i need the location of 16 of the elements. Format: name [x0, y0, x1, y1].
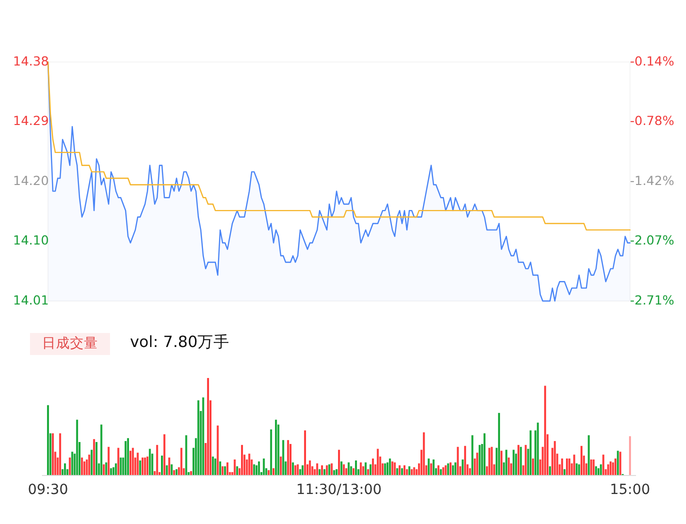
- line-series: [47, 61, 631, 231]
- y2-tick-label: -0.78%: [630, 113, 674, 128]
- y2-tick-label: -2.07%: [630, 232, 674, 248]
- y-tick-label: 14.20: [13, 172, 49, 188]
- y2-tick-label: -2.71%: [630, 292, 674, 308]
- x-tick-label: 11:30/13:00: [296, 482, 382, 498]
- y2-tick-label: -1.42%: [630, 172, 674, 188]
- y-tick-label: 14.10: [13, 232, 49, 248]
- y-tick-label: 14.01: [13, 292, 49, 308]
- text: vol: 7.80万手: [130, 333, 230, 352]
- y-tick-label: 14.29: [13, 113, 49, 128]
- x-tick-label: 15:00: [610, 482, 650, 498]
- y2-tick-label: -0.14%: [630, 53, 674, 68]
- text: 日成交量: [42, 336, 98, 352]
- x-tick-label: 09:30: [28, 482, 68, 498]
- y-tick-label: 14.38: [13, 53, 49, 68]
